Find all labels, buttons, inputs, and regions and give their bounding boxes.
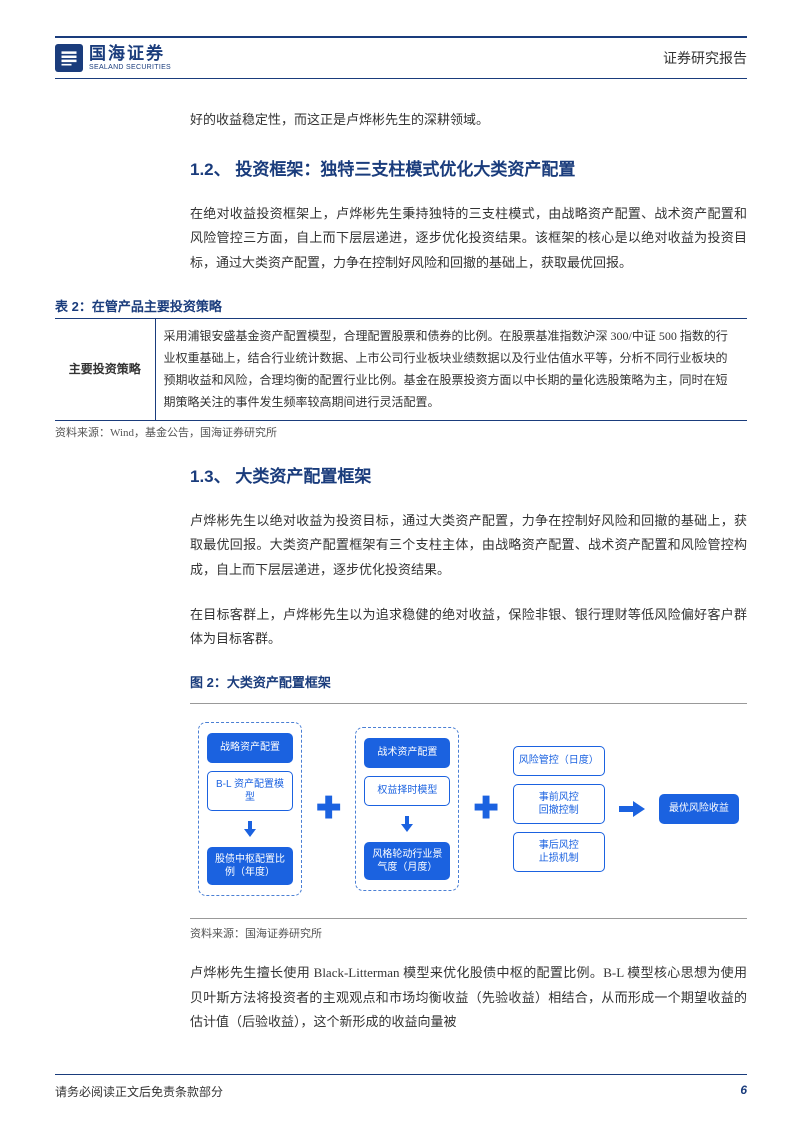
box-style-rotation: 风格轮动行业景气度（月度） — [364, 842, 450, 880]
tail-paragraph: 卢烨彬先生擅长使用 Black-Litterman 模型来优化股债中枢的配置比例… — [190, 961, 747, 1035]
top-border-line — [55, 36, 747, 38]
box-tactical-top: 战术资产配置 — [364, 738, 450, 768]
table-row-text: 采用浦银安盛基金资产配置模型，合理配置股票和债券的比例。在股票基准指数沪深 30… — [155, 318, 747, 420]
arrow-down-icon — [397, 814, 417, 834]
strategy-table: 主要投资策略 采用浦银安盛基金资产配置模型，合理配置股票和债券的比例。在股票基准… — [55, 318, 747, 421]
diagram-col-risk: 风险管控（日度） 事前风控 回撤控制 事后风控 止损机制 — [513, 746, 605, 872]
header-underline — [55, 78, 747, 79]
page-header: 国海证券 SEALAND SECURITIES 证券研究报告 — [55, 44, 747, 72]
box-optimal-return: 最优风险收益 — [659, 794, 739, 824]
page-number: 6 — [740, 1083, 747, 1100]
figure-2-source: 资料来源：国海证券研究所 — [190, 925, 747, 941]
report-type-label: 证券研究报告 — [663, 48, 747, 68]
page-content: 好的收益稳定性，而这正是卢烨彬先生的深耕领域。 1.2、 投资框架：独特三支柱模… — [55, 108, 747, 1055]
arrow-right-icon — [619, 799, 645, 819]
diagram-col-strategic: 战略资产配置 B-L 资产配置模型 股债中枢配置比例（年度） — [198, 722, 302, 896]
box-post-risk: 事后风控 止损机制 — [513, 832, 605, 872]
table-2-block: 表 2：在管产品主要投资策略 主要投资策略 采用浦银安盛基金资产配置模型，合理配… — [55, 296, 747, 440]
page-footer: 请务必阅读正文后免责条款部分 6 — [55, 1074, 747, 1100]
logo-text-en: SEALAND SECURITIES — [89, 64, 171, 71]
figure-2-diagram: 战略资产配置 B-L 资产配置模型 股债中枢配置比例（年度） ✚ 战术资产配置 … — [190, 703, 747, 919]
arrow-down-icon — [240, 819, 260, 839]
table-row-label: 主要投资策略 — [55, 318, 155, 420]
section-1-2-title: 1.2、 投资框架：独特三支柱模式优化大类资产配置 — [190, 155, 747, 180]
section-1-3-para2: 在目标客群上，卢烨彬先生以为追求稳健的绝对收益，保险非银、银行理财等低风险偏好客… — [190, 603, 747, 652]
plus-icon: ✚ — [473, 794, 498, 824]
box-risk-daily: 风险管控（日度） — [513, 746, 605, 776]
figure-2-title: 图 2：大类资产配置框架 — [190, 672, 747, 691]
intro-fragment: 好的收益稳定性，而这正是卢烨彬先生的深耕领域。 — [190, 108, 747, 133]
company-logo: 国海证券 SEALAND SECURITIES — [55, 44, 171, 72]
table-2-source: 资料来源：Wind，基金公告，国海证券研究所 — [55, 424, 747, 440]
table-row: 主要投资策略 采用浦银安盛基金资产配置模型，合理配置股票和债券的比例。在股票基准… — [55, 318, 747, 420]
box-bl-model: B-L 资产配置模型 — [207, 771, 293, 811]
logo-icon — [55, 44, 83, 72]
diagram-col-tactical: 战术资产配置 权益择时模型 风格轮动行业景气度（月度） — [355, 727, 459, 891]
section-1-3-title: 1.3、 大类资产配置框架 — [190, 462, 747, 487]
box-timing-model: 权益择时模型 — [364, 776, 450, 806]
section-1-3-para1: 卢烨彬先生以绝对收益为投资目标，通过大类资产配置，力争在控制好风险和回撤的基础上… — [190, 509, 747, 583]
plus-icon: ✚ — [316, 794, 341, 824]
box-strategic-top: 战略资产配置 — [207, 733, 293, 763]
table-2-title: 表 2：在管产品主要投资策略 — [55, 296, 747, 315]
box-pre-risk: 事前风控 回撤控制 — [513, 784, 605, 824]
box-stock-bond-ratio: 股债中枢配置比例（年度） — [207, 847, 293, 885]
section-1-2-para: 在绝对收益投资框架上，卢烨彬先生秉持独特的三支柱模式，由战略资产配置、战术资产配… — [190, 202, 747, 276]
footer-disclaimer: 请务必阅读正文后免责条款部分 — [55, 1083, 223, 1100]
logo-text-cn: 国海证券 — [89, 45, 171, 62]
